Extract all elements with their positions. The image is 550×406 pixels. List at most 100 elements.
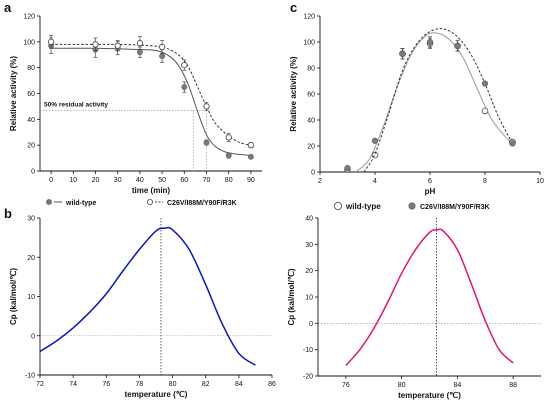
data-point-a-c26v-i88m-y90f-r3k-0 (47, 38, 55, 45)
y-tick-label-c-20: 20 (307, 144, 315, 151)
x-tick-label-c-4: 4 (373, 178, 377, 185)
data-point-a-c26v-i88m-y90f-r3k-8 (247, 142, 254, 149)
y-tick-label-d-40: 40 (305, 216, 313, 223)
y-tick-label-a-0: 0 (31, 169, 35, 176)
x-axis-label-b: temperature (℃) (125, 390, 188, 399)
data-point-a-wild-type-8 (247, 153, 254, 160)
fit-curve-c-wild-type (355, 32, 513, 173)
x-axis-label-d: temperature (℃) (398, 391, 461, 400)
x-tick-label-b-80: 80 (169, 381, 177, 388)
fit-curve-c-c26v-i88m-y90f-r3k (363, 28, 513, 173)
x-tick-label-a-0: 0 (49, 177, 53, 184)
legend-a-marker-mutant (146, 198, 153, 205)
y-tick-label-c-40: 40 (307, 118, 315, 125)
panel-label-a: a (4, 0, 12, 15)
panel-label-b: b (4, 206, 12, 221)
panel-label-c: c (290, 0, 297, 15)
x-axis-label-a: time (min) (132, 186, 171, 195)
y-axis-label-b: Cp (kal/mol/℃) (9, 268, 18, 325)
x-tick-label-a-60: 60 (180, 177, 188, 184)
cp-curve-b (39, 226, 256, 366)
y-tick-label-c-0: 0 (311, 170, 315, 177)
y-tick-label-d--10: -10 (303, 347, 313, 354)
x-axis-label-c: pH (425, 187, 436, 196)
data-point-a-c26v-i88m-y90f-r3k-1 (92, 41, 99, 48)
data-point-a-c26v-i88m-y90f-r3k-7 (225, 134, 232, 141)
y-tick-label-a-80: 80 (27, 65, 35, 72)
x-tick-label-b-82: 82 (202, 381, 210, 388)
legend-a-marker-wild-type (46, 199, 52, 205)
legend-c-marker-wild-type (333, 201, 342, 210)
data-point-c-c26v-i88m-y90f-r3k-6 (509, 140, 516, 147)
y-tick-label-d-20: 20 (305, 268, 313, 275)
y-axis-label-c: Relative activity (%) (289, 56, 298, 131)
fit-curve-a-c26v-i88m-y90f-r3k (51, 43, 252, 146)
y-tick-label-a-120: 120 (23, 14, 35, 21)
x-tick-label-c-8: 8 (483, 178, 487, 185)
data-point-c-c26v-i88m-y90f-r3k-3 (426, 38, 434, 46)
y-tick-label-d-0: 0 (309, 321, 313, 328)
residual-activity-annotation: 50% residual activity (44, 101, 108, 108)
data-point-a-wild-type-4 (159, 53, 166, 59)
x-tick-label-b-74: 74 (69, 381, 77, 388)
data-point-a-c26v-i88m-y90f-r3k-2 (114, 42, 121, 49)
cp-curve-d (345, 228, 514, 366)
data-point-a-c26v-i88m-y90f-r3k-5 (181, 61, 188, 69)
data-point-c-c26v-i88m-y90f-r3k-5 (481, 80, 489, 87)
y-tick-label-d-10: 10 (305, 295, 313, 302)
legend-a-label-wild-type: wild-type (65, 200, 96, 207)
x-tick-label-b-72: 72 (36, 381, 44, 388)
x-tick-label-d-76: 76 (342, 382, 350, 389)
chart-panel-b: 72 74 76 78 80 82 84 86 -10 0 10 20 30 temperature (℃… (9, 216, 276, 400)
x-tick-label-b-84: 84 (235, 381, 243, 388)
legend-c-label-mutant: C26V/I88M/Y90F/R3K (420, 204, 490, 211)
y-tick-label-a-40: 40 (27, 117, 35, 124)
legend-c-marker-mutant (408, 202, 416, 210)
x-tick-label-a-40: 40 (136, 177, 144, 184)
y-tick-label-b-10: 10 (27, 294, 35, 301)
data-point-c-c26v-i88m-y90f-r3k-1 (371, 137, 379, 144)
x-tick-label-a-30: 30 (114, 177, 122, 184)
data-point-c-c26v-i88m-y90f-r3k-2 (399, 50, 406, 57)
data-point-a-wild-type-5 (181, 84, 188, 90)
x-tick-label-a-10: 10 (69, 177, 77, 184)
data-point-a-c26v-i88m-y90f-r3k-4 (159, 43, 166, 51)
y-tick-label-b-20: 20 (27, 255, 35, 262)
x-tick-label-a-80: 80 (225, 177, 233, 184)
x-tick-label-d-88: 88 (509, 382, 517, 389)
x-tick-label-b-78: 78 (136, 381, 144, 388)
chart-panel-d: 76 80 84 88 -20 -10 0 10 20 30 40 temperature (℃) Cp… (287, 216, 541, 400)
y-tick-label-b--10: -10 (25, 373, 35, 380)
x-tick-label-c-2: 2 (318, 178, 322, 185)
x-tick-label-c-10: 10 (536, 178, 544, 185)
data-point-a-wild-type-3 (136, 49, 143, 56)
data-point-c-wild-type-5 (481, 107, 489, 115)
x-tick-label-a-90: 90 (247, 177, 255, 184)
y-tick-label-c-80: 80 (307, 66, 315, 73)
x-tick-label-c-6: 6 (428, 178, 432, 185)
data-point-a-wild-type-6 (203, 139, 210, 146)
x-tick-label-d-84: 84 (453, 382, 461, 389)
y-tick-label-c-60: 60 (307, 92, 315, 99)
y-axis-label-d: Cp (kal/mol/℃) (287, 268, 296, 325)
legend-c-label-wild-type: wild-type (345, 202, 381, 211)
data-point-c-c26v-i88m-y90f-r3k-4 (454, 42, 461, 50)
x-tick-label-a-20: 20 (92, 177, 100, 184)
legend-c: wild-type C26V/I88M/Y90F/R3K (333, 201, 490, 211)
legend-a: wild-type C26V/I88M/Y90F/R3K (46, 198, 237, 207)
x-tick-label-a-70: 70 (203, 177, 211, 184)
chart-panel-a: 0 10 20 30 40 50 60 70 80 90 0 20 40 60 80 100 120 time (… (9, 14, 262, 195)
y-tick-label-b-30: 30 (27, 216, 35, 223)
legend-a-label-mutant: C26V/I88M/Y90F/R3K (167, 200, 237, 207)
data-point-a-wild-type-7 (225, 152, 232, 159)
x-tick-label-d-80: 80 (398, 382, 406, 389)
y-tick-label-c-120: 120 (303, 14, 315, 21)
y-axis-label-a: Relative activity (%) (9, 56, 18, 131)
y-tick-label-b-0: 0 (31, 333, 35, 340)
fit-curve-a-wild-type (51, 47, 251, 156)
y-tick-label-a-60: 60 (27, 91, 35, 98)
y-tick-label-d--20: -20 (303, 374, 313, 381)
x-tick-label-b-76: 76 (102, 381, 110, 388)
data-point-a-c26v-i88m-y90f-r3k-3 (136, 40, 143, 47)
